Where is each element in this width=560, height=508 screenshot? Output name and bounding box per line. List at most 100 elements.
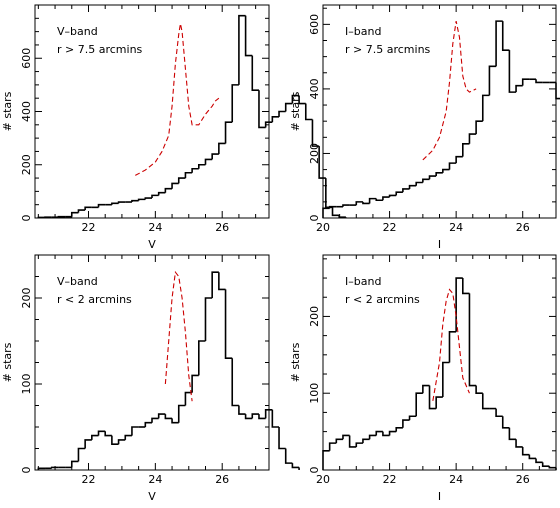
histogram-bin: [298, 95, 306, 105]
histogram-bin: [481, 393, 490, 410]
histogram-bin: [388, 430, 397, 436]
y-tick-label: 200: [308, 306, 321, 327]
histogram-bin: [231, 358, 239, 407]
histogram-bin: [244, 414, 253, 420]
histogram-bin: [448, 330, 457, 363]
histogram-bin: [284, 102, 293, 112]
panel-annotation: V–band: [57, 25, 98, 38]
histogram-bin: [475, 120, 483, 135]
fit-curve: [135, 23, 220, 176]
histogram-bin: [238, 405, 246, 415]
histogram-bin: [238, 14, 246, 85]
histogram-bin: [325, 178, 333, 209]
histogram-bin: [204, 158, 213, 165]
histogram-bin: [328, 205, 337, 209]
x-tick-label: 24: [449, 473, 463, 486]
histogram-bin: [428, 175, 437, 180]
x-axis-title: I: [438, 238, 441, 251]
x-tick-label: 24: [148, 221, 162, 234]
histogram-bin: [362, 438, 370, 444]
histogram-bin: [84, 206, 92, 211]
histogram-bin: [468, 293, 477, 387]
x-tick-label: 24: [148, 473, 162, 486]
histogram-bin: [495, 20, 503, 67]
histogram-bin: [117, 201, 126, 204]
histogram-bin: [422, 178, 430, 183]
histogram-bin: [157, 191, 166, 196]
histogram-bin: [177, 404, 186, 423]
histogram-bin: [291, 463, 300, 469]
panel-4: 20 22 24 26 0 100 200 I # stars I–band r < 2 arcmi…: [289, 254, 557, 503]
histogram-bin: [348, 435, 357, 448]
histogram-bin: [157, 413, 166, 419]
histogram-bin: [304, 103, 313, 121]
histogram-bin: [264, 409, 273, 419]
histogram-bin: [501, 416, 510, 429]
histogram-bin: [271, 409, 280, 428]
histogram-bin: [362, 201, 370, 205]
histogram-bin: [278, 110, 286, 117]
histogram-bin: [204, 297, 213, 341]
panel-annotation: r < 2 arcmins: [57, 293, 132, 306]
histogram-bin: [37, 216, 46, 219]
histogram-bin: [171, 418, 179, 424]
histogram-bin: [408, 184, 417, 189]
histogram-bin: [104, 431, 112, 437]
histogram: [322, 20, 560, 218]
y-tick-label: 0: [20, 467, 33, 474]
panel-2: 20 22 24 26 0 200 400 600 I # stars I–band r > 7.5 …: [289, 4, 560, 251]
x-tick-label: 26: [215, 473, 229, 486]
panel-3: 22 24 26 0 100 200 V # stars V–band r < 2 arcmins: [1, 254, 300, 503]
histogram-bin: [218, 142, 226, 155]
histogram-bin: [251, 55, 259, 91]
y-tick-label: 0: [308, 215, 321, 222]
histogram-bin: [97, 430, 106, 436]
histogram-bin: [395, 191, 403, 196]
histogram-bin: [50, 466, 59, 469]
histogram-bin: [475, 385, 483, 395]
histogram-bin: [284, 448, 293, 464]
x-tick-label: 20: [316, 473, 330, 486]
histogram-bin: [342, 204, 350, 207]
histogram-bin: [535, 79, 543, 84]
x-tick-label: 24: [449, 221, 463, 234]
histogram-bin: [137, 198, 146, 201]
histogram-bin: [191, 374, 199, 393]
histogram-bin: [435, 396, 443, 409]
histogram-bin: [322, 207, 330, 218]
panel-annotation: r < 2 arcmins: [345, 293, 420, 306]
histogram-bin: [521, 78, 530, 86]
histogram-bin: [548, 466, 556, 469]
histogram-bin: [335, 438, 343, 444]
histogram-bin: [375, 430, 383, 436]
histogram-bin: [37, 467, 46, 470]
histogram-bin: [488, 65, 497, 96]
histogram-bin: [84, 439, 92, 449]
histogram-bin: [151, 417, 159, 423]
histogram-bin: [198, 163, 206, 169]
y-tick-label: 200: [20, 288, 33, 309]
histogram-bin: [244, 15, 253, 57]
histogram-bin: [111, 435, 119, 445]
histogram-bin: [198, 340, 206, 376]
histogram-bin: [395, 426, 403, 432]
histogram-bin: [144, 421, 152, 427]
histogram-bin: [382, 196, 390, 201]
panel-annotation: I–band: [345, 275, 381, 288]
y-tick-label: 400: [20, 101, 33, 122]
y-tick-label: 600: [20, 48, 33, 69]
histogram-bin: [258, 414, 266, 420]
histogram-bin: [131, 426, 139, 436]
x-axis-title: V: [148, 490, 156, 503]
histogram-bin: [211, 271, 219, 298]
histogram-bin: [251, 413, 259, 419]
histogram-bin: [322, 450, 330, 470]
histogram-bin: [528, 454, 537, 460]
panel-annotation: I–band: [345, 25, 381, 38]
histogram-bin: [368, 434, 377, 440]
histogram-bin: [515, 439, 523, 448]
histogram-bin: [70, 460, 79, 468]
histogram-bin: [264, 121, 273, 128]
